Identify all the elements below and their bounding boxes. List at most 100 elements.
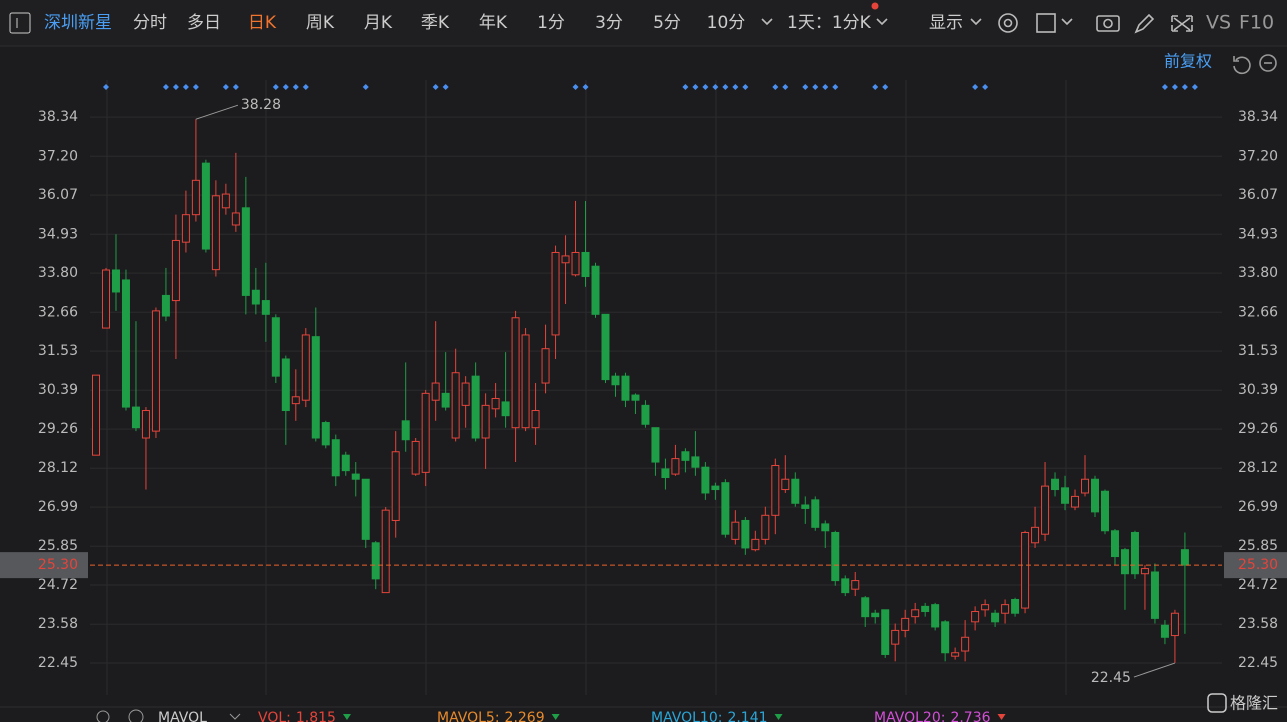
event-marker[interactable]: [442, 84, 449, 90]
event-marker[interactable]: [1191, 84, 1198, 90]
candle-body: [251, 289, 260, 305]
sidebar-toggle[interactable]: [9, 12, 31, 34]
chevron[interactable]: [761, 18, 773, 26]
candle-body: [641, 404, 650, 425]
period-tab[interactable]: 分时: [133, 13, 167, 33]
candle-body: [701, 466, 710, 494]
event-marker[interactable]: [682, 84, 689, 90]
display-menu[interactable]: 显示: [929, 13, 963, 33]
event-marker[interactable]: [822, 84, 829, 90]
event-marker[interactable]: [1161, 84, 1168, 90]
event-marker[interactable]: [972, 84, 979, 90]
period-tab[interactable]: 多日: [187, 13, 221, 33]
camera-icon[interactable]: [1096, 15, 1120, 32]
candle-body: [991, 612, 1000, 623]
settings-icon[interactable]: [998, 13, 1018, 33]
candle-body: [531, 410, 540, 429]
period-tab[interactable]: 日K: [248, 13, 277, 33]
candle-body: [1041, 485, 1050, 535]
period-tab[interactable]: 季K: [421, 13, 450, 33]
trend-arrow: [342, 714, 351, 720]
event-marker[interactable]: [103, 84, 109, 90]
period-tab[interactable]: 10分: [707, 13, 746, 33]
event-marker[interactable]: [302, 84, 309, 90]
event-marker[interactable]: [872, 84, 879, 90]
chevron[interactable]: [229, 713, 241, 720]
candle-body: [411, 440, 420, 475]
event-marker[interactable]: [272, 84, 279, 90]
event-marker[interactable]: [292, 84, 299, 90]
event-marker[interactable]: [362, 84, 369, 90]
vs-button[interactable]: VS: [1206, 12, 1231, 34]
candle-body: [901, 617, 910, 631]
zoom-out-icon[interactable]: [1259, 54, 1277, 72]
volume-settings[interactable]: [96, 710, 110, 722]
event-marker[interactable]: [282, 84, 289, 90]
event-marker[interactable]: [802, 84, 809, 90]
event-marker[interactable]: [712, 84, 719, 90]
candle-body: [1170, 612, 1179, 637]
shape-icon[interactable]: [1036, 13, 1056, 33]
candle-body: [1011, 598, 1020, 614]
fullscreen-icon[interactable]: [1171, 15, 1193, 32]
period-tab[interactable]: 月K: [364, 13, 393, 33]
candle-body: [1150, 571, 1159, 619]
period-tab[interactable]: 周K: [306, 13, 335, 33]
event-marker[interactable]: [432, 84, 439, 90]
event-marker[interactable]: [182, 84, 189, 90]
adjust-toggle[interactable]: 前复权: [1164, 52, 1212, 71]
event-marker[interactable]: [162, 84, 169, 90]
pencil-icon[interactable]: [1134, 13, 1155, 34]
event-marker[interactable]: [172, 84, 179, 90]
last-price-label: 25.30: [38, 557, 78, 573]
candle-body: [1120, 549, 1129, 575]
candle-body: [911, 609, 920, 618]
event-marker[interactable]: [702, 84, 709, 90]
period-tab[interactable]: 5分: [653, 13, 681, 33]
candle-body: [831, 531, 840, 582]
event-marker[interactable]: [742, 84, 749, 90]
event-marker[interactable]: [1181, 84, 1188, 90]
stock-name[interactable]: 深圳新星: [44, 13, 112, 33]
candle-body: [661, 468, 670, 479]
event-marker[interactable]: [582, 84, 589, 90]
candle-body: [381, 509, 390, 594]
volume-close[interactable]: [128, 709, 144, 722]
event-marker[interactable]: [812, 84, 819, 90]
chevron[interactable]: [1061, 18, 1073, 26]
y-tick-label: 30.39: [38, 382, 78, 398]
candle-body: [821, 523, 830, 532]
period-tab[interactable]: 1分: [537, 13, 565, 33]
event-marker[interactable]: [782, 84, 789, 90]
event-marker[interactable]: [192, 84, 199, 90]
last-price-tag-right: [1224, 552, 1287, 579]
event-marker[interactable]: [1171, 84, 1178, 90]
period-tab[interactable]: 年K: [479, 13, 508, 33]
candle-body: [421, 392, 430, 473]
y-tick-label-right: 32.66: [1238, 304, 1278, 320]
f10-button[interactable]: F10: [1239, 12, 1274, 34]
event-marker[interactable]: [832, 84, 839, 90]
event-marker[interactable]: [722, 84, 729, 90]
event-marker[interactable]: [882, 84, 889, 90]
volume-legend-label: MAVOL20:: [874, 710, 945, 722]
camera-lens: [1103, 18, 1113, 29]
event-marker[interactable]: [572, 84, 579, 90]
event-marker[interactable]: [222, 84, 229, 90]
chevron[interactable]: [970, 18, 982, 26]
event-marker[interactable]: [772, 84, 779, 90]
event-marker[interactable]: [692, 84, 699, 90]
y-tick-label-right: 26.99: [1238, 499, 1278, 515]
event-marker[interactable]: [982, 84, 989, 90]
y-tick-label: 36.07: [38, 187, 78, 203]
event-marker[interactable]: [232, 84, 239, 90]
candle-body: [601, 313, 610, 381]
event-marker[interactable]: [732, 84, 739, 90]
candle-body: [1140, 568, 1149, 575]
candle-body: [481, 404, 490, 439]
undo-icon[interactable]: [1233, 56, 1251, 75]
interval-select[interactable]: 1天：1分K: [787, 13, 872, 33]
chevron[interactable]: [876, 18, 888, 26]
y-tick-label-right: 30.39: [1238, 382, 1278, 398]
period-tab[interactable]: 3分: [595, 13, 623, 33]
